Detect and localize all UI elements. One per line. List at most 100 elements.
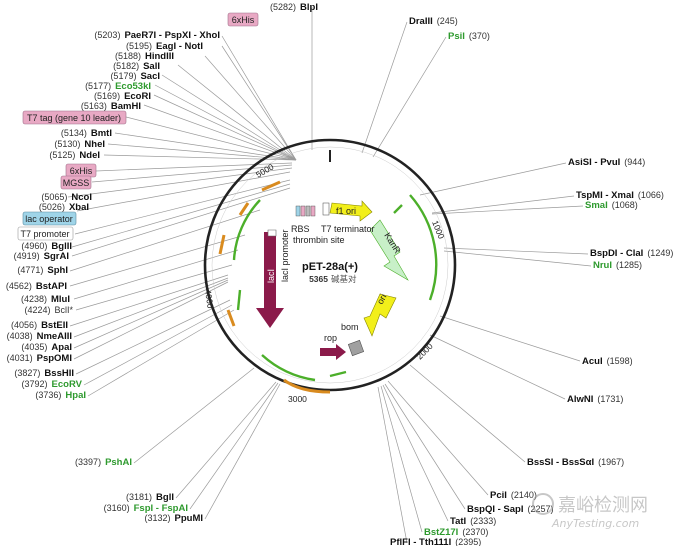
watermark: 嘉峪检测网 AnyTesting.com [532,493,648,530]
tick-label: 3000 [288,394,307,404]
site-bgli: (3181) BglI [126,492,174,503]
green-arc [261,354,316,382]
site-bmti: (5134) BmtI [61,128,112,139]
laci-arrow [256,232,284,328]
site-ecori: (5169) EcoRI [94,91,151,102]
orange-arc [218,234,226,255]
site-ecorv: (3792) EcoRV [22,379,83,390]
site-eco53ki: (5177) Eco53kI [85,81,151,92]
orange-arc [283,378,331,394]
t7tag-box [310,205,316,217]
site-nmeaiii: (4038) NmeAIII [7,331,72,342]
tag-t7tag-label: T7 tag (gene 10 leader) [27,113,121,123]
site-bamhi: (5163) BamHI [81,101,141,112]
rop-arrow [320,344,346,360]
site-nrui: NruI (1285) [593,260,642,271]
thrombin-label: thrombin site [293,235,345,245]
site-bcli: (4224) BclI* [24,305,73,315]
site-ncoi: (5065) NcoI [41,192,92,203]
plasmid-length: 5365 碱基对 [309,274,357,285]
his-box [300,205,306,217]
ori-label: ori [375,292,389,306]
plasmid-name: pET-28a(+) [302,261,358,273]
tick-label: 4000 [203,289,216,309]
green-arc [232,199,261,261]
site-bstapi: (4562) BstAPI [6,281,67,292]
rop-label: rop [324,333,337,343]
kanr-arrow [369,219,409,281]
site-apai: (4035) ApaI [21,342,72,353]
site-xbai: (5026) XbaI [39,202,89,213]
tag-t7-promoter-label: T7 promoter [20,229,69,239]
f1-ori-arrow [329,200,373,222]
rbs-box [295,205,301,217]
site-alwni: AlwNI (1731) [567,394,623,405]
t7-terminator-label: T7 terminator [321,224,375,234]
site-bspqi: BspQI - SapI (2257) [467,504,554,515]
tag-lac-operator [22,211,77,226]
site-pspomi: (4031) PspOMI [7,353,72,364]
plasmid-length-value: 5365 [309,274,328,284]
site-psii: PsiI (370) [448,31,490,42]
tag-boxes: 6xHis T7 tag (gene 10 leader) 6xHis MGSS… [17,12,259,241]
rbs-label: RBS [291,224,310,234]
site-bspdi: BspDI - ClaI (1249) [590,248,673,259]
site-saci: (5179) SacI [110,71,160,82]
site-tspmi: TspMI - XmaI (1066) [576,190,664,201]
f1-ori-label: f1 ori [336,206,356,216]
watermark-logo-icon [532,493,554,515]
laci-label: lacI [266,269,276,283]
site-bsteii: (4056) BstEII [11,320,68,331]
site-bsshii: (3827) BssHII [14,368,74,379]
site-nhei: (5130) NheI [54,139,105,150]
ori-arrow [363,293,397,337]
site-ndei: (5125) NdeI [49,150,100,161]
site-acui: AcuI (1598) [582,356,633,367]
site-fspi: (3160) FspI - FspAI [104,503,188,514]
site-hindiii: (5188) HindIII [115,51,174,62]
laci-promoter-label: lacI promoter [280,229,290,282]
site-draiii: DraIII (245) [409,16,458,27]
site-ppumi: (3132) PpuMI [144,513,203,524]
thrombin-box [305,205,311,217]
orange-arc [226,309,236,327]
site-sphi: (4771) SphI [17,265,68,276]
bom-label: bom [341,322,359,332]
watermark-cn: 嘉峪检测网 [558,495,648,516]
leader-lines-right [361,21,592,544]
site-bsssi: BssSI - BssSαI (1967) [527,457,624,468]
site-pfli: PflFI - Tth111I (2395) [390,537,481,546]
watermark-en: AnyTesting.com [551,517,639,530]
site-paer7i: (5203) PaeR7I - PspXI - XhoI [94,30,220,41]
tag-mgss [60,175,92,190]
site-bglii: (4960) BglII [21,241,72,252]
site-eagi: (5195) EagI - NotI [126,41,203,52]
tag-lac-operator-label: lac operator [25,214,73,224]
site-hpai: (3736) HpaI [35,390,86,401]
site-mlui: (4238) MluI [21,294,70,305]
tag-t7-promoter [17,226,74,241]
t7-terminator-box [322,202,330,216]
plasmid-length-unit: 碱基对 [331,274,357,285]
site-sgrai: (4919) SgrAI [14,251,69,262]
green-arc [329,370,347,378]
site-asisi: AsiSI - PvuI (944) [568,157,645,168]
orange-arc [238,202,250,216]
laci-promoter [267,229,277,237]
bom-box [347,339,365,357]
site-sali: (5182) SalI [113,61,160,72]
tag-his-mid-label: 6xHis [70,166,93,176]
site-pshai: (3397) PshAI [75,457,132,468]
sites-left: (5282) BlpI (5203) PaeR7I - PspXI - XhoI (… [6,2,318,524]
orange-arc [261,180,281,192]
site-blpi: (5282) BlpI [270,2,318,13]
site-pcii: PciI (2140) [490,490,537,501]
green-arc [393,204,403,214]
features: f1 ori KanR ori bom rop lacI lacI promot… [218,180,438,394]
leader-lines-left [67,7,313,520]
tag-t7tag [22,110,127,125]
green-arc [409,194,438,301]
sites-right: DraIII (245) PsiI (370) AsiSI - PvuI (944) … [390,16,673,546]
tag-mgss-label: MGSS [63,178,90,188]
